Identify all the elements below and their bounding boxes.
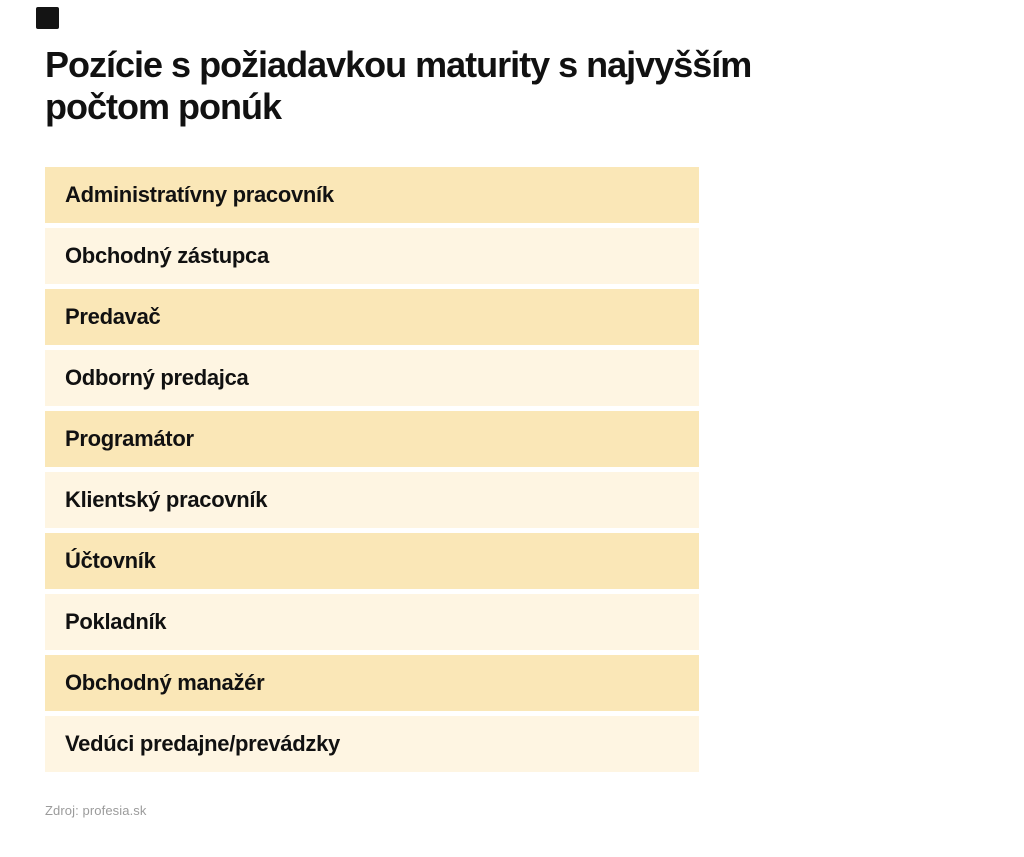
- list-item-label: Administratívny pracovník: [65, 182, 334, 207]
- page-title-line-2: počtom ponúk: [45, 86, 282, 127]
- list-item-label: Klientský pracovník: [65, 487, 268, 512]
- list-item-label: Odborný predajca: [65, 365, 249, 390]
- list-item-label: Programátor: [65, 426, 194, 451]
- list-item: Odborný predajca: [45, 350, 699, 406]
- list-item: Pokladník: [45, 594, 699, 650]
- list-item: Obchodný zástupca: [45, 228, 699, 284]
- list-item-label: Predavač: [65, 304, 161, 329]
- list-item-label: Pokladník: [65, 609, 167, 634]
- list-item-label: Účtovník: [65, 548, 156, 573]
- list-item: Účtovník: [45, 533, 699, 589]
- list-item-label: Obchodný zástupca: [65, 243, 269, 268]
- list-item-label: Obchodný manažér: [65, 670, 265, 695]
- list-item: Klientský pracovník: [45, 472, 699, 528]
- list-item: Predavač: [45, 289, 699, 345]
- list-item: Administratívny pracovník: [45, 167, 699, 223]
- page-title: Pozície s požiadavkou maturity s najvyšš…: [45, 44, 945, 128]
- list-item: Vedúci predajne/prevádzky: [45, 716, 699, 772]
- list-item-label: Vedúci predajne/prevádzky: [65, 731, 340, 756]
- position-list: Administratívny pracovník Obchodný zástu…: [45, 167, 699, 777]
- list-item: Obchodný manažér: [45, 655, 699, 711]
- list-item: Programátor: [45, 411, 699, 467]
- logo-mark: [36, 7, 59, 29]
- page-title-line-1: Pozície s požiadavkou maturity s najvyšš…: [45, 44, 752, 85]
- source-attribution: Zdroj: profesia.sk: [45, 803, 147, 818]
